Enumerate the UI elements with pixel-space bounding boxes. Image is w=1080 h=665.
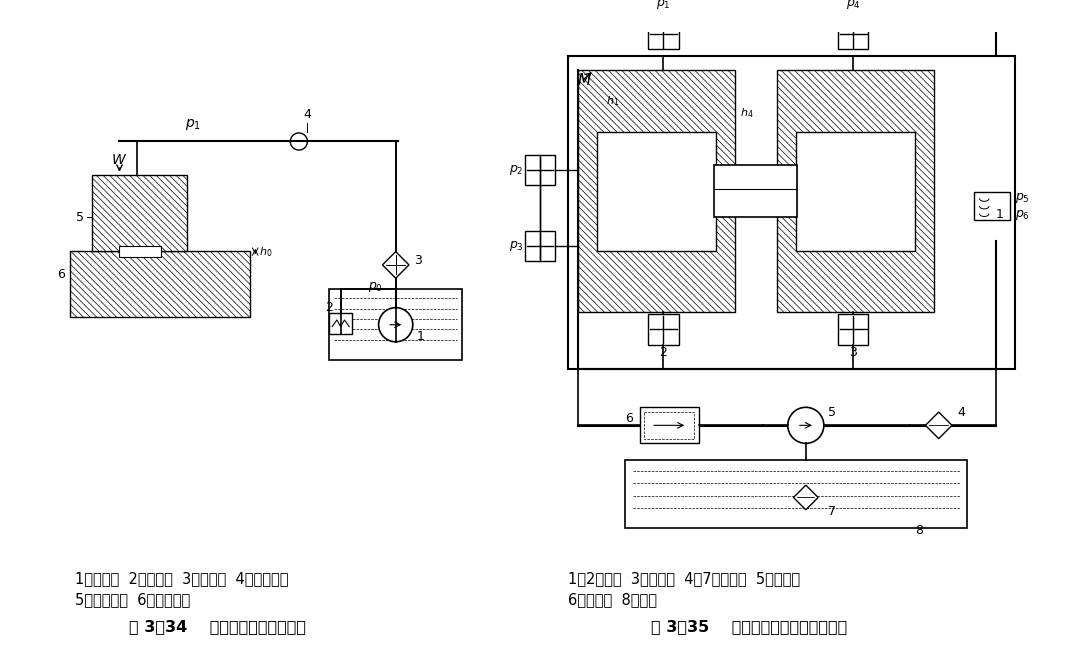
Text: $p_5$: $p_5$ [1014,192,1029,205]
Bar [838,315,868,344]
Bar [70,251,251,317]
Text: $p_4$: $p_4$ [846,0,861,11]
Text: $W$: $W$ [111,154,127,168]
Text: 6－溢流阀  8－油箱: 6－溢流阀 8－油箱 [568,593,658,607]
Text: 2: 2 [325,301,334,314]
Text: 3: 3 [414,253,421,267]
Polygon shape [794,485,819,510]
Text: $h_4$: $h_4$ [740,106,754,120]
Bar [525,231,555,261]
Text: $p_1$: $p_1$ [186,117,202,132]
Bar [648,19,678,49]
Bar [645,412,693,439]
Text: 5－运动导轨  6－床身导轨: 5－运动导轨 6－床身导轨 [75,593,190,607]
Text: 5: 5 [77,211,84,224]
Text: $h_0$: $h_0$ [259,245,272,259]
Text: $h_2$: $h_2$ [631,163,645,177]
Text: 1: 1 [996,208,1003,221]
Text: 3: 3 [849,346,858,358]
Bar [329,313,352,334]
Bar [92,175,187,251]
Bar [778,70,934,313]
Text: 图 3－34    开式静压导轨工作原理: 图 3－34 开式静压导轨工作原理 [129,619,306,634]
Text: 8: 8 [915,524,923,537]
Circle shape [787,407,824,444]
Text: $h_1$: $h_1$ [607,94,620,108]
Text: 1－液压泵  2－溢流阀  3－过滤阀  4－节流阀器: 1－液压泵 2－溢流阀 3－过滤阀 4－节流阀器 [75,571,288,587]
Circle shape [379,308,413,342]
Text: $h_6$: $h_6$ [785,185,798,199]
Bar [70,251,251,317]
Bar [578,70,734,313]
Bar [639,407,699,444]
Bar [120,246,161,257]
Text: $h_5$: $h_5$ [874,158,887,172]
Text: $p_0$: $p_0$ [368,280,383,294]
Bar [329,289,462,360]
Bar [648,315,678,344]
Text: 2: 2 [660,346,667,358]
Bar [838,19,868,49]
Bar [796,132,915,251]
Bar [578,70,734,313]
Text: $p_1$: $p_1$ [656,0,671,11]
Bar [778,70,934,313]
Bar [568,56,1014,369]
Text: 4: 4 [958,406,966,418]
Text: $M$: $M$ [577,72,592,88]
Text: $p_2$: $p_2$ [510,163,524,177]
Text: 4: 4 [303,108,311,120]
Text: $p_3$: $p_3$ [509,239,524,253]
Bar [525,155,555,185]
Bar [625,460,968,528]
Text: 5: 5 [827,406,836,418]
Text: 图 3－35    闭式液体静压导轨工作原理: 图 3－35 闭式液体静压导轨工作原理 [651,619,847,634]
Text: 6: 6 [57,268,66,281]
Text: 7: 7 [827,505,836,518]
Polygon shape [926,412,951,439]
Text: 1: 1 [417,330,424,342]
Bar [714,165,797,217]
Text: $p_6$: $p_6$ [1014,207,1029,221]
Text: 1、2－导轨  3－节流阀  4、7－过滤器  5－液压泵: 1、2－导轨 3－节流阀 4、7－过滤器 5－液压泵 [568,571,800,587]
Text: 6: 6 [625,412,633,425]
Text: $h_3$: $h_3$ [607,211,620,224]
Bar [92,175,187,251]
Polygon shape [382,251,409,278]
Bar [974,192,1010,220]
Bar [597,132,716,251]
